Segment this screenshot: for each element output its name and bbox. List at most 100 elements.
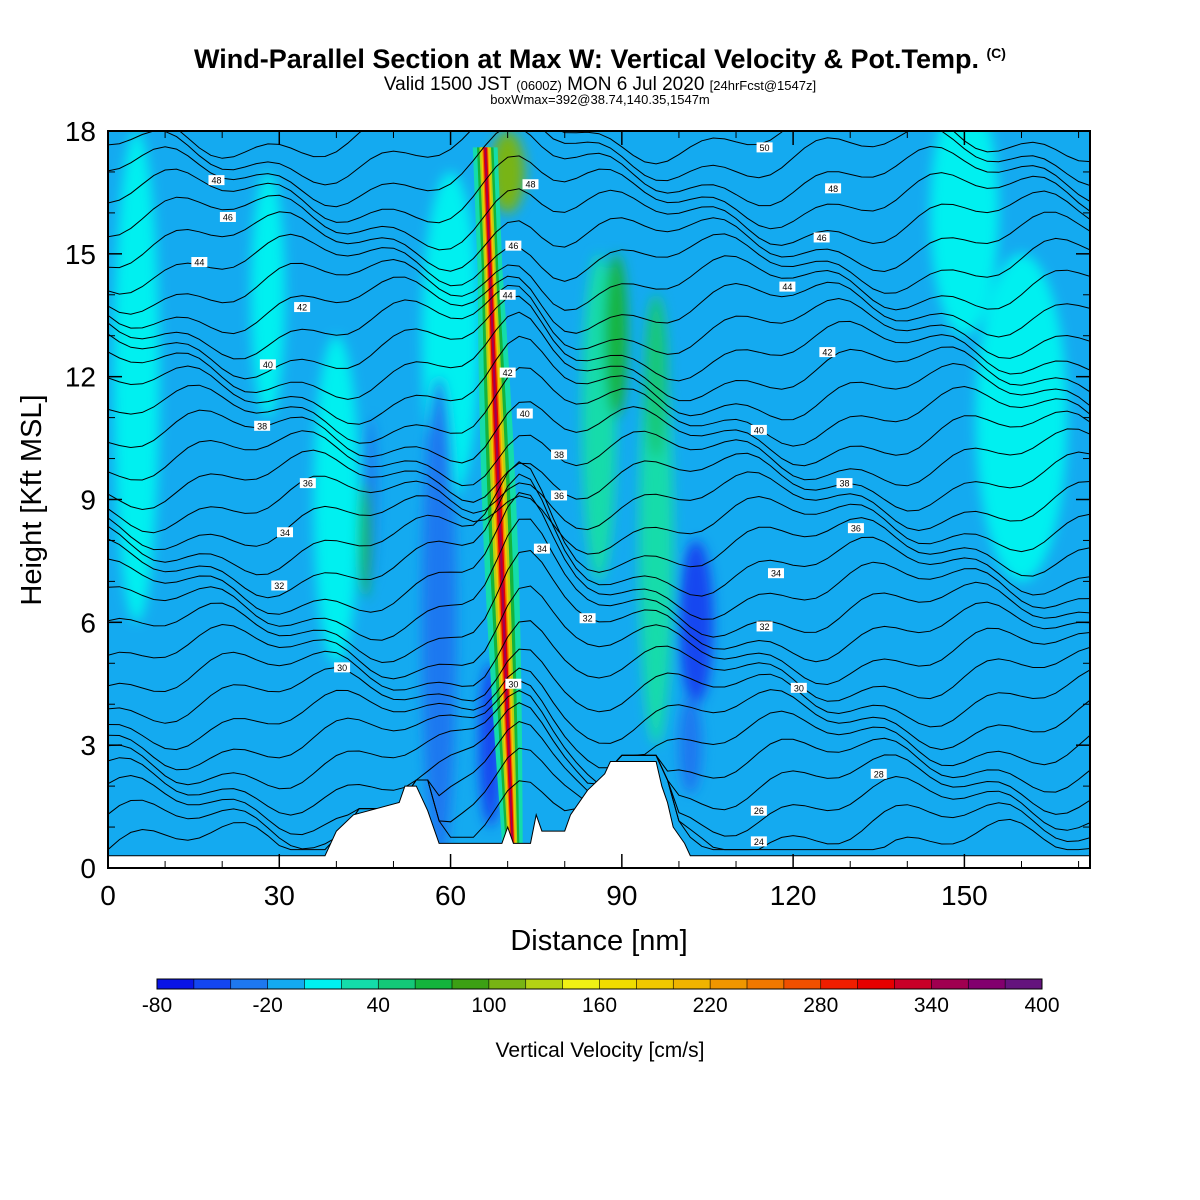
velocity-region [604, 253, 628, 418]
contour-label-bg [208, 175, 225, 186]
y-tick-label: 3 [80, 730, 96, 761]
theta-contour-line [108, 667, 1090, 751]
contour-label-text: 46 [508, 241, 518, 251]
theta-contour-label: 36 [847, 523, 864, 534]
contour-label-text: 42 [503, 368, 513, 378]
contour-label-text: 50 [760, 143, 770, 153]
contour-label-bg [790, 682, 807, 693]
contour-label-bg [219, 211, 236, 222]
contour-label-bg [334, 662, 351, 673]
theta-contour-line [108, 275, 1090, 338]
x-axis-label: Distance [nm] [510, 925, 687, 957]
contour-label-text: 42 [297, 303, 307, 313]
contour-label-bg [522, 179, 539, 190]
contour-label-text: 34 [537, 544, 547, 554]
forecast-info: [24hrFcst@1547z] [709, 78, 817, 93]
updraft-band [484, 147, 514, 844]
contour-label-text: 40 [263, 360, 273, 370]
valid-date: MON 6 Jul 2020 [567, 74, 705, 95]
theta-contour-label: 48 [522, 179, 539, 190]
contour-label-text: 24 [754, 837, 764, 847]
theta-contour-label: 36 [299, 478, 316, 489]
valid-time-line: Valid 1500 JST (0600Z) MON 6 Jul 2020 [2… [0, 74, 1200, 96]
contour-label-bg [191, 257, 208, 268]
contour-label-text: 48 [211, 176, 221, 186]
contour-label-text: 48 [828, 184, 838, 194]
y-tick-label: 6 [80, 607, 96, 638]
y-tick-label: 0 [80, 853, 96, 884]
contour-label-bg [499, 367, 516, 378]
contour-label-text: 30 [508, 679, 518, 689]
theta-contour-line [108, 188, 1090, 251]
theta-contour-line [108, 131, 1090, 208]
theta-contour-label: 36 [551, 490, 568, 501]
boxwmax-line: boxWmax=392@38.74,140.35,1547m [490, 92, 710, 107]
theta-contour-line [108, 492, 1090, 620]
colorbar-swatch [415, 979, 453, 989]
theta-contour-line [108, 518, 1090, 641]
colorbar-swatch [193, 979, 232, 989]
colorbar-swatch [968, 979, 1006, 989]
contour-label-bg [259, 359, 276, 370]
colorbar-tick-label: 220 [693, 994, 728, 1017]
colorbar-swatch [783, 979, 822, 989]
y-tick-label: 18 [65, 116, 96, 147]
y-tick-label: 9 [80, 485, 96, 516]
contour-label-text: 46 [817, 233, 827, 243]
theta-contour-line [108, 367, 1090, 447]
contour-label-text: 36 [554, 491, 564, 501]
theta-contour-label: 28 [870, 768, 887, 779]
colorbar-swatch [230, 979, 269, 989]
theta-contour-labels: 44 46 48 42 40 38 36 34 32 30 48 46 44 42 40 38 36 34 32 30… [191, 142, 887, 847]
colorbar-swatch [267, 979, 305, 989]
theta-contour-label: 40 [259, 359, 276, 370]
colorbar-swatch [562, 979, 600, 989]
contour-label-text: 32 [274, 581, 284, 591]
colorbar-swatch [820, 979, 859, 989]
theta-contour-line [108, 155, 1090, 230]
theta-contour-label: 48 [208, 175, 225, 186]
contour-label-bg [847, 523, 864, 534]
colorbar-tick-label: -80 [142, 994, 172, 1017]
theta-contour-line [108, 461, 1090, 577]
colorbar-swatch [931, 979, 969, 989]
chart-title-text: Wind-Parallel Section at Max W: Vertical… [194, 44, 979, 74]
theta-contour-line [108, 255, 1090, 315]
contour-label-text: 30 [337, 663, 347, 673]
theta-contour-label: 42 [499, 367, 516, 378]
theta-contour-label: 46 [813, 232, 830, 243]
contour-label-text: 34 [771, 569, 781, 579]
theta-contour-label: 38 [551, 449, 568, 460]
theta-contour-label: 40 [750, 424, 767, 435]
contour-label-text: 26 [754, 806, 764, 816]
contour-label-text: 40 [520, 409, 530, 419]
contour-label-bg [505, 240, 522, 251]
theta-contour-label: 32 [271, 580, 288, 591]
theta-contour-label: 44 [779, 281, 796, 292]
x-tick-label: 90 [606, 880, 637, 911]
theta-contour-line [108, 428, 1090, 487]
y-axis-label: Height [Kft MSL] [16, 394, 48, 605]
velocity-region [975, 253, 1068, 582]
velocity-region [359, 483, 371, 598]
y-tick-label: 12 [65, 362, 96, 393]
x-tick-label: 150 [941, 880, 988, 911]
contour-label-bg [505, 678, 522, 689]
theta-contour-label: 30 [790, 682, 807, 693]
velocity-region [422, 376, 457, 868]
colorbar-tick-label: -20 [252, 994, 282, 1017]
contour-label-bg [819, 347, 836, 358]
contour-label-text: 44 [503, 290, 513, 300]
contour-label-bg [499, 289, 516, 300]
colorbar-tick-label: 340 [914, 994, 949, 1017]
theta-contour-line [108, 284, 1090, 360]
colorbar-tick-label: 400 [1024, 994, 1059, 1017]
colorbar-swatch [857, 979, 895, 989]
theta-contour-label: 24 [750, 836, 767, 847]
velocity-region [644, 294, 668, 459]
colorbar-swatch [378, 979, 416, 989]
theta-contour-label: 42 [819, 347, 836, 358]
velocity-region [678, 696, 702, 795]
contour-label-bg [750, 836, 767, 847]
